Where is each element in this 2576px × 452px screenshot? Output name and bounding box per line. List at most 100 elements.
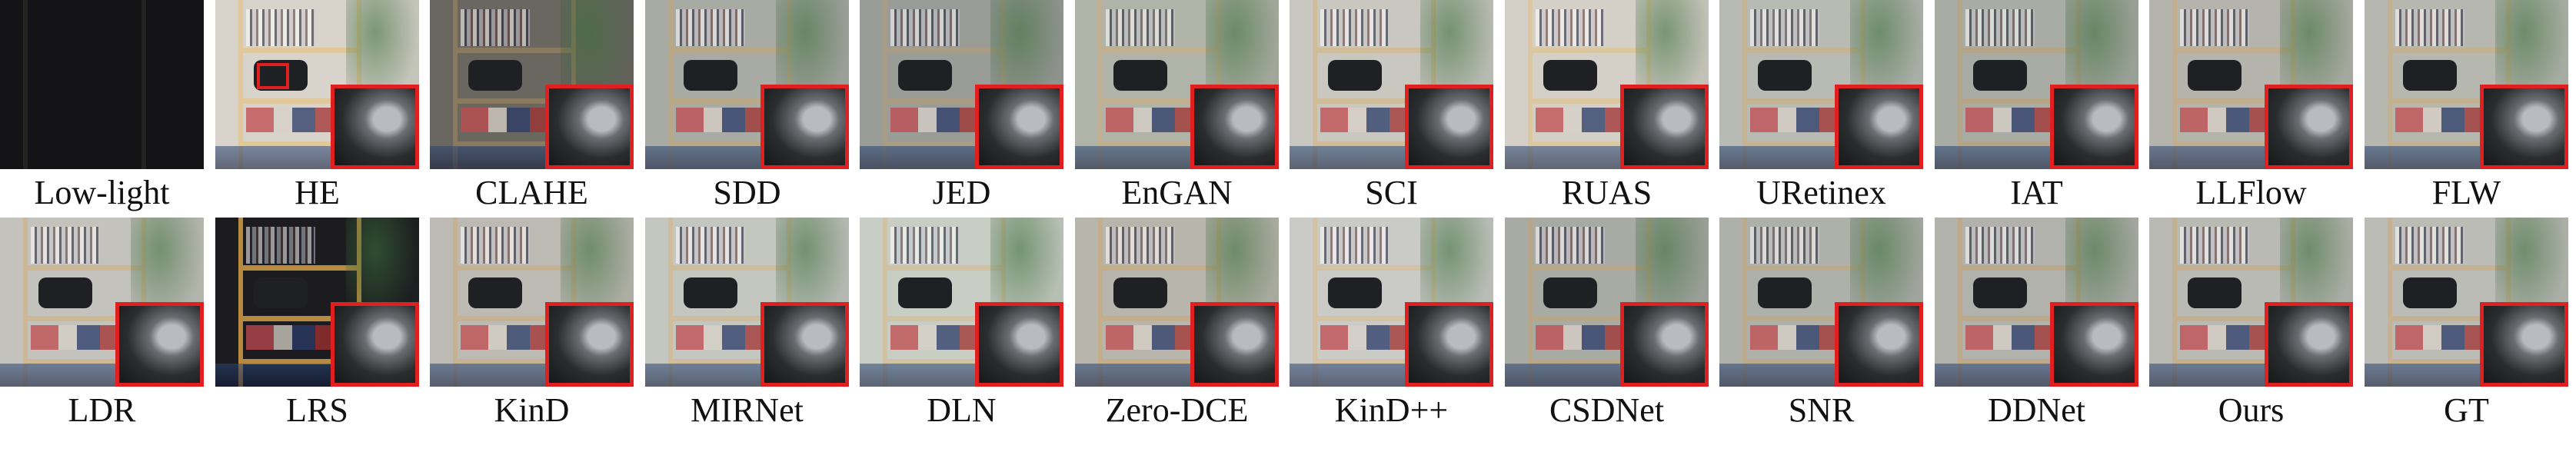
books [1750, 9, 1819, 46]
zoom-inset [331, 85, 419, 169]
method-label: SCI [1365, 174, 1418, 211]
result-image [1075, 0, 1279, 169]
shelf-board [883, 265, 1006, 271]
books [1536, 227, 1605, 264]
region-marker [257, 63, 289, 89]
method-label: HE [295, 174, 340, 211]
books [1320, 227, 1390, 264]
shelf-board [2388, 141, 2511, 147]
shelf-board [238, 265, 361, 271]
toys [890, 108, 983, 132]
method-label: LRS [286, 391, 348, 429]
shelf-objects [1543, 60, 1597, 91]
shelf-board [2172, 359, 2295, 364]
books [1965, 9, 2035, 46]
result-panel: LDR [0, 218, 204, 428]
shelf-objects [898, 60, 952, 91]
shelf-board [1313, 48, 1436, 53]
method-label: LLFlow [2195, 174, 2307, 211]
shelf-board [23, 316, 146, 321]
shelf-board [1528, 98, 1651, 104]
result-panel: KinD [430, 218, 634, 428]
shelf-objects [1543, 278, 1597, 308]
books [890, 9, 960, 46]
shelf-objects [2403, 278, 2457, 308]
result-image [215, 218, 419, 387]
result-image [2365, 0, 2568, 169]
shelf-objects [684, 60, 737, 91]
result-image [2149, 0, 2353, 169]
result-panel: CSDNet [1505, 218, 1709, 428]
shelf-board [1098, 265, 1221, 271]
shelf-board [1958, 48, 2081, 53]
zoom-inset [1620, 85, 1709, 169]
books [461, 227, 530, 264]
result-panel: GT [2365, 218, 2568, 428]
books [1750, 227, 1819, 264]
shelf-objects [2403, 60, 2457, 91]
toys [246, 108, 338, 132]
shelf-board [2388, 48, 2511, 53]
shelf-objects [1758, 278, 1812, 308]
shelf-board [668, 265, 791, 271]
shelf-objects [468, 278, 522, 308]
shelf-board [1313, 359, 1436, 364]
shelf-board [238, 316, 361, 321]
method-label: KinD [494, 391, 570, 429]
toys [1536, 325, 1628, 350]
shelf-board [1313, 316, 1436, 321]
shelf-board [668, 359, 791, 364]
shelf-objects [2188, 60, 2242, 91]
method-label: KinD++ [1334, 391, 1449, 429]
zoom-inset [2050, 302, 2138, 387]
result-panel: FLW [2365, 0, 2568, 211]
shelf-board [453, 48, 576, 53]
method-label: DDNet [1987, 391, 2086, 429]
shelf-board [238, 48, 361, 53]
books [31, 227, 100, 264]
shelf-board [668, 141, 791, 147]
method-label: GT [2444, 391, 2489, 429]
result-panel: Ours [2149, 218, 2353, 428]
books [676, 9, 745, 46]
result-panel: Zero-DCE [1075, 218, 1279, 428]
shelf-board [1313, 98, 1436, 104]
shelf-objects [1758, 60, 1812, 91]
shelf-board [1098, 98, 1221, 104]
shelf-objects [1328, 60, 1382, 91]
toys [1965, 325, 2058, 350]
toys [1106, 108, 1198, 132]
toys [1750, 108, 1842, 132]
result-image [1935, 0, 2138, 169]
zoom-inset [545, 302, 634, 387]
method-label: Zero-DCE [1105, 391, 1249, 429]
result-image [1719, 218, 1923, 387]
shelf-board [238, 359, 361, 364]
zoom-inset [2050, 85, 2138, 169]
zoom-inset [2265, 302, 2353, 387]
shelf-board [2172, 316, 2295, 321]
shelf-board [1528, 359, 1651, 364]
zoom-inset [760, 85, 849, 169]
books [1106, 9, 1175, 46]
shelf-board [453, 98, 576, 104]
method-label: DLN [927, 391, 997, 429]
zoom-inset [1835, 85, 1923, 169]
shelf-objects [468, 60, 522, 91]
zoom-inset [115, 302, 204, 387]
shelf-board [1098, 359, 1221, 364]
method-label: FLW [2431, 174, 2501, 211]
method-label: MIRNet [691, 391, 804, 429]
result-panel: DLN [860, 218, 1063, 428]
shelf-board [2172, 98, 2295, 104]
shelf-board [1528, 48, 1651, 53]
toys [2395, 108, 2488, 132]
books [1965, 227, 2035, 264]
books [676, 227, 745, 264]
zoom-inset [331, 302, 419, 387]
shelf-objects [1973, 60, 2027, 91]
shelf-board [1742, 141, 1865, 147]
scene-wall [0, 0, 204, 169]
toys [1320, 108, 1413, 132]
